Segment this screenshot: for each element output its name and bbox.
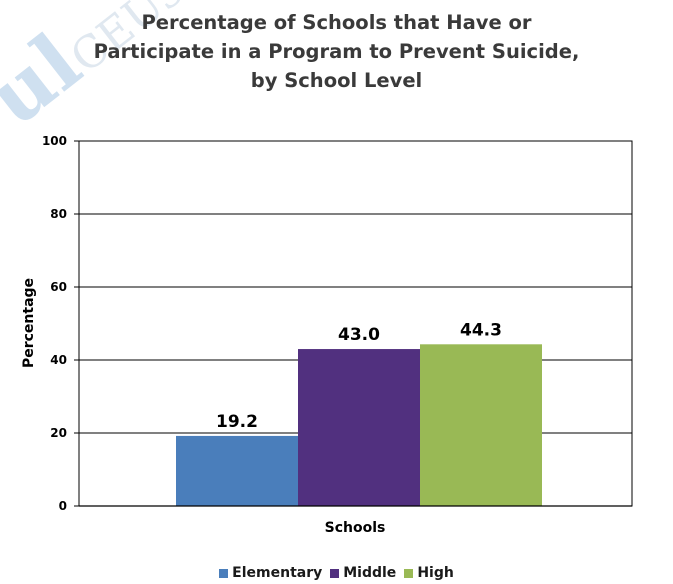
y-tick-label-60: 60 — [50, 280, 67, 294]
chart-title-line-2: Participate in a Program to Prevent Suic… — [93, 40, 580, 63]
legend-item-high: High — [404, 565, 454, 581]
y-tick-label-0: 0 — [59, 499, 67, 513]
bar-elementary — [176, 435, 298, 506]
y-tick-label-40: 40 — [50, 353, 67, 367]
legend-swatch-middle — [330, 568, 340, 578]
bar-middle — [298, 349, 420, 506]
bar-high — [420, 344, 542, 506]
legend-swatch-elementary — [219, 568, 229, 578]
chart-title-line-1: Percentage of Schools that Have or — [141, 11, 532, 34]
data-label-high: 44.3 — [460, 320, 502, 340]
y-tick-label-20: 20 — [50, 426, 67, 440]
data-label-middle: 43.0 — [338, 325, 380, 345]
legend-item-middle: Middle — [330, 565, 396, 581]
legend-label-middle: Middle — [343, 565, 397, 581]
legend-label-elementary: Elementary — [232, 565, 323, 581]
y-axis-label: Percentage — [21, 278, 37, 368]
chart-title-line-3: by School Level — [250, 69, 423, 92]
x-axis-label: Schools — [325, 520, 386, 536]
data-label-elementary: 19.2 — [216, 412, 258, 432]
legend-swatch-high — [404, 568, 414, 578]
chart-title: Percentage of Schools that Have or Parti… — [0, 8, 673, 95]
y-tick-label-80: 80 — [50, 207, 67, 221]
legend-label-high: High — [417, 565, 454, 581]
legend: Elementary Middle High — [0, 565, 673, 582]
legend-item-elementary: Elementary — [219, 565, 322, 581]
y-tick-label-100: 100 — [42, 134, 67, 148]
y-tick-labels: 0 20 40 60 80 100 — [42, 134, 79, 513]
bars: 19.2 43.0 44.3 — [176, 320, 542, 506]
